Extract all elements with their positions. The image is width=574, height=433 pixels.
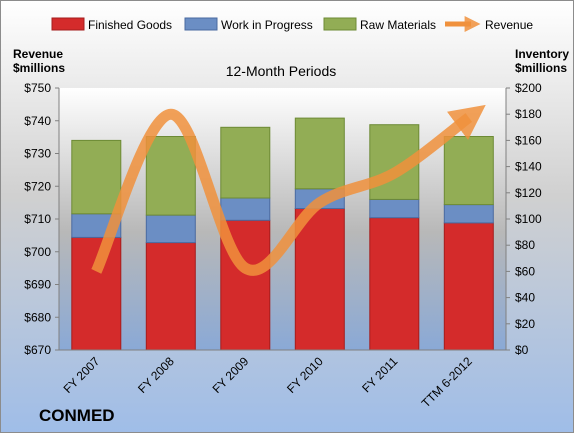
left-tick-label: $720 [24,179,51,193]
right-tick-label: $100 [515,212,542,226]
right-tick-label: $200 [515,81,542,95]
legend-label-revenue: Revenue [485,18,533,32]
left-tick-label: $670 [24,343,51,357]
bar-work-in-progress [443,204,494,224]
right-tick-label: $160 [515,133,542,147]
left-tick-label: $730 [24,147,51,161]
revenue-line [91,104,486,276]
right-tick-label: $140 [515,160,542,174]
bar-finished-goods [145,242,196,351]
left-axis-title-line2: $millions [13,61,65,75]
right-tick-label: $60 [515,264,535,278]
bar-work-in-progress [220,197,271,221]
right-tick-label: $20 [515,317,535,331]
bar-raw-materials [220,126,271,199]
plot-area [59,88,506,350]
left-tick-label: $700 [24,245,51,259]
left-tick-label: $680 [24,310,51,324]
bar-finished-goods [294,208,345,351]
right-tick-label: $0 [515,343,529,357]
legend-swatch-work-in-progress [184,17,218,31]
left-tick-label: $710 [24,212,51,226]
bar-work-in-progress [145,214,196,244]
bar-finished-goods [369,217,420,351]
right-tick-label: $80 [515,238,535,252]
left-tick-label: $740 [24,114,51,128]
bar-raw-materials [145,136,196,216]
right-tick-label: $40 [515,291,535,305]
right-tick-label: $120 [515,186,542,200]
bar-raw-materials [71,139,122,215]
bars-layer [71,117,494,351]
legend: Finished Goods Work in Progress Raw Mate… [51,15,533,33]
legend-label-work-in-progress: Work in Progress [221,18,313,32]
bar-finished-goods [443,222,494,351]
bar-raw-materials [294,117,345,190]
legend-swatch-finished-goods [51,17,85,31]
company-name: CONMED [39,406,115,425]
left-axis-title-line1: Revenue [13,47,63,61]
legend-item-work-in-progress: Work in Progress [184,17,313,32]
bar-finished-goods [71,236,122,351]
left-tick-label: $690 [24,278,51,292]
right-axis-title-line1: Inventory [515,47,569,61]
left-tick-label: $750 [24,81,51,95]
right-tick-label: $180 [515,107,542,121]
right-axis-title-line2: $millions [515,61,567,75]
revenue-line-layer [91,104,486,276]
legend-swatch-raw-materials [323,17,357,31]
bar-work-in-progress [369,198,420,219]
legend-label-raw-materials: Raw Materials [360,18,436,32]
legend-item-finished-goods: Finished Goods [51,17,172,32]
bar-raw-materials [443,136,494,206]
legend-label-finished-goods: Finished Goods [88,18,172,32]
chart-subtitle: 12-Month Periods [226,63,337,79]
legend-item-raw-materials: Raw Materials [323,17,436,32]
legend-item-revenue: Revenue [445,15,533,33]
